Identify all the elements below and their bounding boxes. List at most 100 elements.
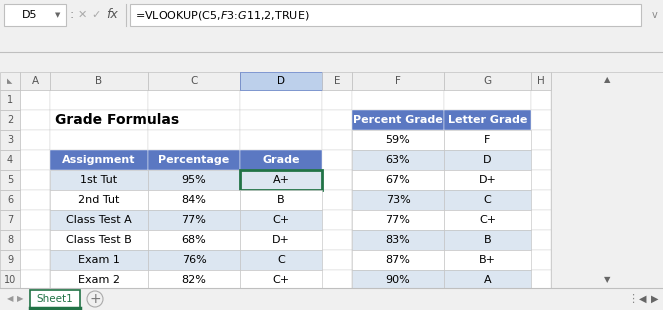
Text: C: C bbox=[483, 195, 491, 205]
Bar bbox=[444, 270, 531, 290]
Text: 6: 6 bbox=[7, 195, 13, 205]
Bar bbox=[551, 72, 663, 288]
Text: 63%: 63% bbox=[386, 155, 410, 165]
Text: ▲: ▲ bbox=[604, 76, 610, 85]
Bar bbox=[240, 270, 322, 290]
Bar bbox=[50, 190, 148, 210]
Bar bbox=[0, 288, 663, 310]
Text: 7: 7 bbox=[7, 215, 13, 225]
Bar bbox=[148, 270, 240, 290]
Text: 2nd Tut: 2nd Tut bbox=[78, 195, 120, 205]
Bar bbox=[130, 4, 641, 26]
Text: 77%: 77% bbox=[386, 215, 410, 225]
Bar bbox=[531, 72, 551, 90]
Bar bbox=[50, 230, 148, 250]
Bar bbox=[0, 72, 20, 90]
Text: F: F bbox=[484, 135, 491, 145]
Bar bbox=[352, 270, 444, 290]
Bar bbox=[50, 190, 148, 210]
Bar bbox=[148, 290, 240, 310]
Bar bbox=[352, 210, 444, 230]
Bar bbox=[352, 110, 444, 130]
Text: D+: D+ bbox=[479, 175, 497, 185]
Bar bbox=[148, 250, 240, 270]
Text: 1: 1 bbox=[7, 95, 13, 105]
Bar bbox=[531, 290, 551, 310]
Bar bbox=[444, 90, 531, 110]
Bar bbox=[444, 250, 531, 270]
Bar bbox=[531, 230, 551, 250]
Text: B: B bbox=[95, 76, 103, 86]
Bar bbox=[322, 290, 352, 310]
Bar bbox=[20, 90, 50, 110]
Bar bbox=[4, 4, 66, 26]
Text: H: H bbox=[537, 76, 545, 86]
Bar bbox=[444, 210, 531, 230]
Text: 10: 10 bbox=[4, 275, 16, 285]
Bar bbox=[148, 170, 240, 190]
Bar bbox=[50, 110, 148, 130]
Text: C+: C+ bbox=[272, 215, 290, 225]
Text: 82%: 82% bbox=[182, 275, 206, 285]
Text: D5: D5 bbox=[23, 10, 38, 20]
Bar bbox=[444, 230, 531, 250]
Bar bbox=[240, 170, 322, 190]
Text: 95%: 95% bbox=[182, 175, 206, 185]
Bar bbox=[20, 150, 50, 170]
Bar bbox=[444, 110, 531, 130]
Bar bbox=[352, 150, 444, 170]
Bar bbox=[322, 110, 352, 130]
Bar bbox=[0, 90, 20, 110]
Bar bbox=[352, 250, 444, 270]
Text: 4: 4 bbox=[7, 155, 13, 165]
Text: 59%: 59% bbox=[386, 135, 410, 145]
Bar bbox=[531, 170, 551, 190]
Text: A: A bbox=[31, 76, 38, 86]
Bar bbox=[20, 130, 50, 150]
Bar bbox=[148, 150, 240, 170]
Bar bbox=[531, 150, 551, 170]
Text: v: v bbox=[652, 10, 658, 20]
Bar bbox=[352, 270, 444, 290]
Bar bbox=[0, 110, 20, 130]
Text: Sheet1: Sheet1 bbox=[36, 294, 74, 304]
Bar bbox=[20, 270, 50, 290]
Text: B: B bbox=[484, 235, 491, 245]
Bar bbox=[50, 210, 148, 230]
Bar bbox=[240, 110, 322, 130]
Bar bbox=[148, 90, 240, 110]
Bar bbox=[148, 230, 240, 250]
Text: Exam 2: Exam 2 bbox=[78, 275, 120, 285]
Bar bbox=[50, 250, 148, 270]
Bar bbox=[352, 190, 444, 210]
Bar bbox=[148, 210, 240, 230]
Bar bbox=[50, 170, 148, 190]
Bar bbox=[240, 190, 322, 210]
Text: Percent Grade: Percent Grade bbox=[353, 115, 443, 125]
Bar bbox=[240, 72, 322, 90]
Text: 8: 8 bbox=[7, 235, 13, 245]
Text: 68%: 68% bbox=[182, 235, 206, 245]
Text: F: F bbox=[395, 76, 401, 86]
Bar bbox=[240, 210, 322, 230]
Bar bbox=[50, 290, 148, 310]
Bar bbox=[444, 150, 531, 170]
Bar bbox=[20, 110, 50, 130]
Text: ◣: ◣ bbox=[7, 78, 13, 84]
Text: =VLOOKUP(C5,$F$3:$G$11,2,TRUE): =VLOOKUP(C5,$F$3:$G$11,2,TRUE) bbox=[135, 8, 310, 21]
Text: fx: fx bbox=[106, 8, 118, 21]
Bar bbox=[444, 130, 531, 150]
Bar bbox=[0, 190, 20, 210]
Bar bbox=[444, 290, 531, 310]
Text: B+: B+ bbox=[479, 255, 496, 265]
Text: 9: 9 bbox=[7, 255, 13, 265]
Bar bbox=[0, 210, 20, 230]
Text: 11: 11 bbox=[4, 295, 16, 305]
Bar bbox=[444, 210, 531, 230]
Text: A+: A+ bbox=[479, 295, 496, 305]
Bar bbox=[352, 230, 444, 250]
Bar bbox=[0, 150, 20, 170]
Bar bbox=[20, 210, 50, 230]
Bar bbox=[531, 210, 551, 230]
Bar bbox=[240, 230, 322, 250]
